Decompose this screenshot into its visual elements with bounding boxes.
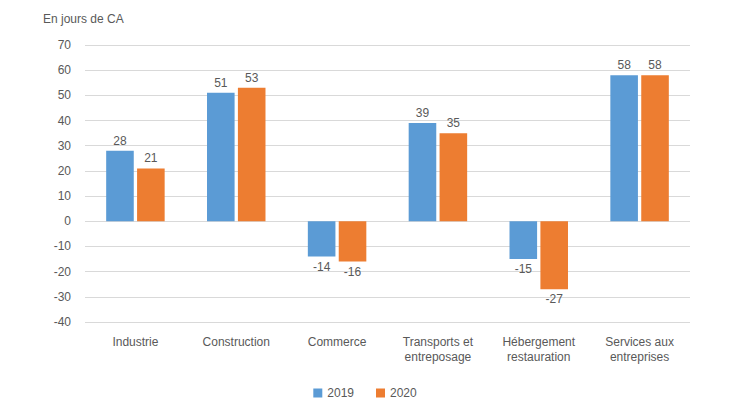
svg-text:10: 10 — [58, 189, 72, 203]
svg-text:21: 21 — [144, 151, 158, 165]
svg-text:Commerce: Commerce — [308, 335, 367, 349]
svg-text:En jours de CA: En jours de CA — [43, 12, 124, 26]
svg-text:2019: 2019 — [327, 386, 354, 400]
svg-text:28: 28 — [113, 134, 127, 148]
svg-text:58: 58 — [617, 58, 631, 72]
svg-text:Construction: Construction — [203, 335, 270, 349]
svg-text:entreposage: entreposage — [405, 350, 472, 364]
svg-text:restauration: restauration — [507, 350, 570, 364]
svg-text:Transports et: Transports et — [403, 335, 474, 349]
svg-text:2020: 2020 — [390, 386, 417, 400]
svg-text:39: 39 — [416, 106, 430, 120]
svg-text:entreprises: entreprises — [610, 350, 669, 364]
svg-text:40: 40 — [58, 114, 72, 128]
svg-text:51: 51 — [214, 76, 228, 90]
svg-text:-30: -30 — [54, 290, 72, 304]
svg-text:20: 20 — [58, 164, 72, 178]
svg-text:35: 35 — [447, 116, 461, 130]
svg-text:-27: -27 — [546, 292, 564, 306]
svg-text:58: 58 — [648, 58, 662, 72]
svg-text:-40: -40 — [54, 315, 72, 329]
svg-text:50: 50 — [58, 88, 72, 102]
svg-text:70: 70 — [58, 38, 72, 52]
svg-text:0: 0 — [64, 214, 71, 228]
svg-text:60: 60 — [58, 63, 72, 77]
svg-text:-20: -20 — [54, 265, 72, 279]
svg-text:Services aux: Services aux — [605, 335, 674, 349]
svg-text:-10: -10 — [54, 239, 72, 253]
svg-text:Industrie: Industrie — [112, 335, 158, 349]
svg-text:53: 53 — [245, 71, 259, 85]
svg-text:-16: -16 — [344, 265, 362, 279]
svg-text:Hébergement: Hébergement — [502, 335, 575, 349]
svg-text:-15: -15 — [515, 262, 533, 276]
svg-text:-14: -14 — [313, 260, 331, 274]
svg-text:30: 30 — [58, 139, 72, 153]
